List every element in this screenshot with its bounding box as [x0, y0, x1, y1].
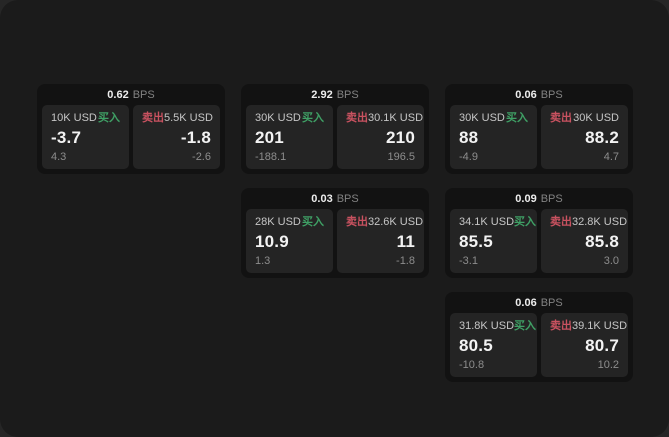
spread-unit-label: BPS — [132, 88, 155, 101]
buy-price: 201 — [255, 128, 284, 147]
buy-amount: 31.8K USD — [459, 320, 515, 332]
spread-value: 0.06 — [515, 296, 537, 309]
quote-panels: 28K USD 买入 10.9 1.3 卖出 32.6K USD 11 -1.8 — [241, 209, 429, 278]
spread-unit-label: BPS — [540, 296, 563, 309]
sell-panel[interactable]: 卖出 5.5K USD -1.8 -2.6 — [133, 105, 220, 169]
buy-delta: -188.1 — [255, 151, 287, 163]
spread-unit-label: BPS — [336, 192, 359, 205]
sell-panel[interactable]: 卖出 30.1K USD 210 196.5 — [337, 105, 424, 169]
spread-value: 0.09 — [515, 192, 537, 205]
sell-action-label: 卖出 — [550, 320, 572, 332]
sell-amount: 32.6K USD — [368, 216, 424, 228]
buy-price: 10.9 — [255, 232, 289, 251]
sell-action-label: 卖出 — [346, 216, 368, 228]
sell-action-label: 卖出 — [550, 112, 572, 124]
sell-price: 80.7 — [585, 336, 619, 355]
sell-amount: 5.5K USD — [164, 112, 213, 124]
buy-panel[interactable]: 31.8K USD 买入 80.5 -10.8 — [450, 313, 537, 377]
buy-amount: 30K USD — [459, 112, 505, 124]
buy-panel[interactable]: 34.1K USD 买入 85.5 -3.1 — [450, 209, 537, 273]
price-tile-grid: 0.62 BPS 10K USD 买入 -3.7 4.3 卖出 5.5K USD — [37, 84, 633, 382]
sell-action-label: 卖出 — [142, 112, 164, 124]
spread-unit-label: BPS — [336, 88, 359, 101]
quote-panels: 30K USD 买入 88 -4.9 卖出 30K USD 88.2 4.7 — [445, 105, 633, 174]
sell-panel[interactable]: 卖出 30K USD 88.2 4.7 — [541, 105, 628, 169]
spread-unit-label: BPS — [540, 192, 563, 205]
spread-header: 0.62 BPS — [37, 84, 225, 105]
price-tile: 0.09 BPS 34.1K USD 买入 85.5 -3.1 卖出 32.8K… — [445, 188, 633, 278]
buy-delta: 1.3 — [255, 255, 271, 267]
buy-panel[interactable]: 10K USD 买入 -3.7 4.3 — [42, 105, 129, 169]
buy-action-label: 买入 — [514, 216, 537, 228]
spread-header: 0.03 BPS — [241, 188, 429, 209]
buy-amount: 34.1K USD — [459, 216, 515, 228]
buy-price: 85.5 — [459, 232, 493, 251]
sell-amount: 39.1K USD — [572, 320, 628, 332]
sell-delta: 10.2 — [597, 359, 619, 371]
buy-amount: 10K USD — [51, 112, 97, 124]
price-tile: 0.06 BPS 30K USD 买入 88 -4.9 卖出 30K USD — [445, 84, 633, 174]
price-tile: 0.06 BPS 31.8K USD 买入 80.5 -10.8 卖出 39.1… — [445, 292, 633, 382]
buy-action-label: 买入 — [98, 112, 120, 124]
spread-value: 2.92 — [311, 88, 333, 101]
sell-price: -1.8 — [180, 128, 211, 147]
sell-action-label: 卖出 — [550, 216, 572, 228]
spread-header: 2.92 BPS — [241, 84, 429, 105]
sell-panel[interactable]: 卖出 32.8K USD 85.8 3.0 — [541, 209, 628, 273]
quote-panels: 10K USD 买入 -3.7 4.3 卖出 5.5K USD -1.8 -2.… — [37, 105, 225, 174]
sell-delta: -2.6 — [192, 151, 211, 163]
buy-price: -3.7 — [51, 128, 82, 147]
buy-delta: -4.9 — [459, 151, 478, 163]
quote-panels: 34.1K USD 买入 85.5 -3.1 卖出 32.8K USD 85.8… — [445, 209, 633, 278]
sell-delta: 196.5 — [387, 151, 415, 163]
buy-amount: 30K USD — [255, 112, 301, 124]
sell-delta: 3.0 — [603, 255, 619, 267]
buy-action-label: 买入 — [302, 216, 324, 228]
buy-delta: -10.8 — [459, 359, 485, 371]
sell-delta: -1.8 — [396, 255, 415, 267]
buy-delta: 4.3 — [51, 151, 67, 163]
price-tile: 2.92 BPS 30K USD 买入 201 -188.1 卖出 30.1K … — [241, 84, 429, 174]
buy-price: 88 — [459, 128, 479, 147]
sell-price: 210 — [386, 128, 415, 147]
sell-amount: 30K USD — [573, 112, 619, 124]
buy-action-label: 买入 — [506, 112, 528, 124]
sell-price: 88.2 — [585, 128, 619, 147]
buy-panel[interactable]: 28K USD 买入 10.9 1.3 — [246, 209, 333, 273]
buy-panel[interactable]: 30K USD 买入 88 -4.9 — [450, 105, 537, 169]
quote-panels: 30K USD 买入 201 -188.1 卖出 30.1K USD 210 1… — [241, 105, 429, 174]
sell-panel[interactable]: 卖出 32.6K USD 11 -1.8 — [337, 209, 424, 273]
buy-price: 80.5 — [459, 336, 493, 355]
buy-action-label: 买入 — [302, 112, 324, 124]
spread-unit-label: BPS — [540, 88, 563, 101]
spread-value: 0.03 — [311, 192, 333, 205]
spread-header: 0.06 BPS — [445, 292, 633, 313]
spread-value: 0.06 — [515, 88, 537, 101]
spread-value: 0.62 — [107, 88, 129, 101]
spread-header: 0.06 BPS — [445, 84, 633, 105]
buy-panel[interactable]: 30K USD 买入 201 -188.1 — [246, 105, 333, 169]
spread-header: 0.09 BPS — [445, 188, 633, 209]
sell-price: 11 — [396, 232, 415, 251]
sell-price: 85.8 — [585, 232, 619, 251]
price-tile: 0.03 BPS 28K USD 买入 10.9 1.3 卖出 32.6K US… — [241, 188, 429, 278]
sell-delta: 4.7 — [603, 151, 619, 163]
sell-amount: 30.1K USD — [368, 112, 424, 124]
quote-panels: 31.8K USD 买入 80.5 -10.8 卖出 39.1K USD 80.… — [445, 313, 633, 382]
sell-amount: 32.8K USD — [572, 216, 628, 228]
buy-delta: -3.1 — [459, 255, 478, 267]
buy-action-label: 买入 — [514, 320, 537, 332]
sell-panel[interactable]: 卖出 39.1K USD 80.7 10.2 — [541, 313, 628, 377]
price-tile: 0.62 BPS 10K USD 买入 -3.7 4.3 卖出 5.5K USD — [37, 84, 225, 174]
buy-amount: 28K USD — [255, 216, 301, 228]
sell-action-label: 卖出 — [346, 112, 368, 124]
